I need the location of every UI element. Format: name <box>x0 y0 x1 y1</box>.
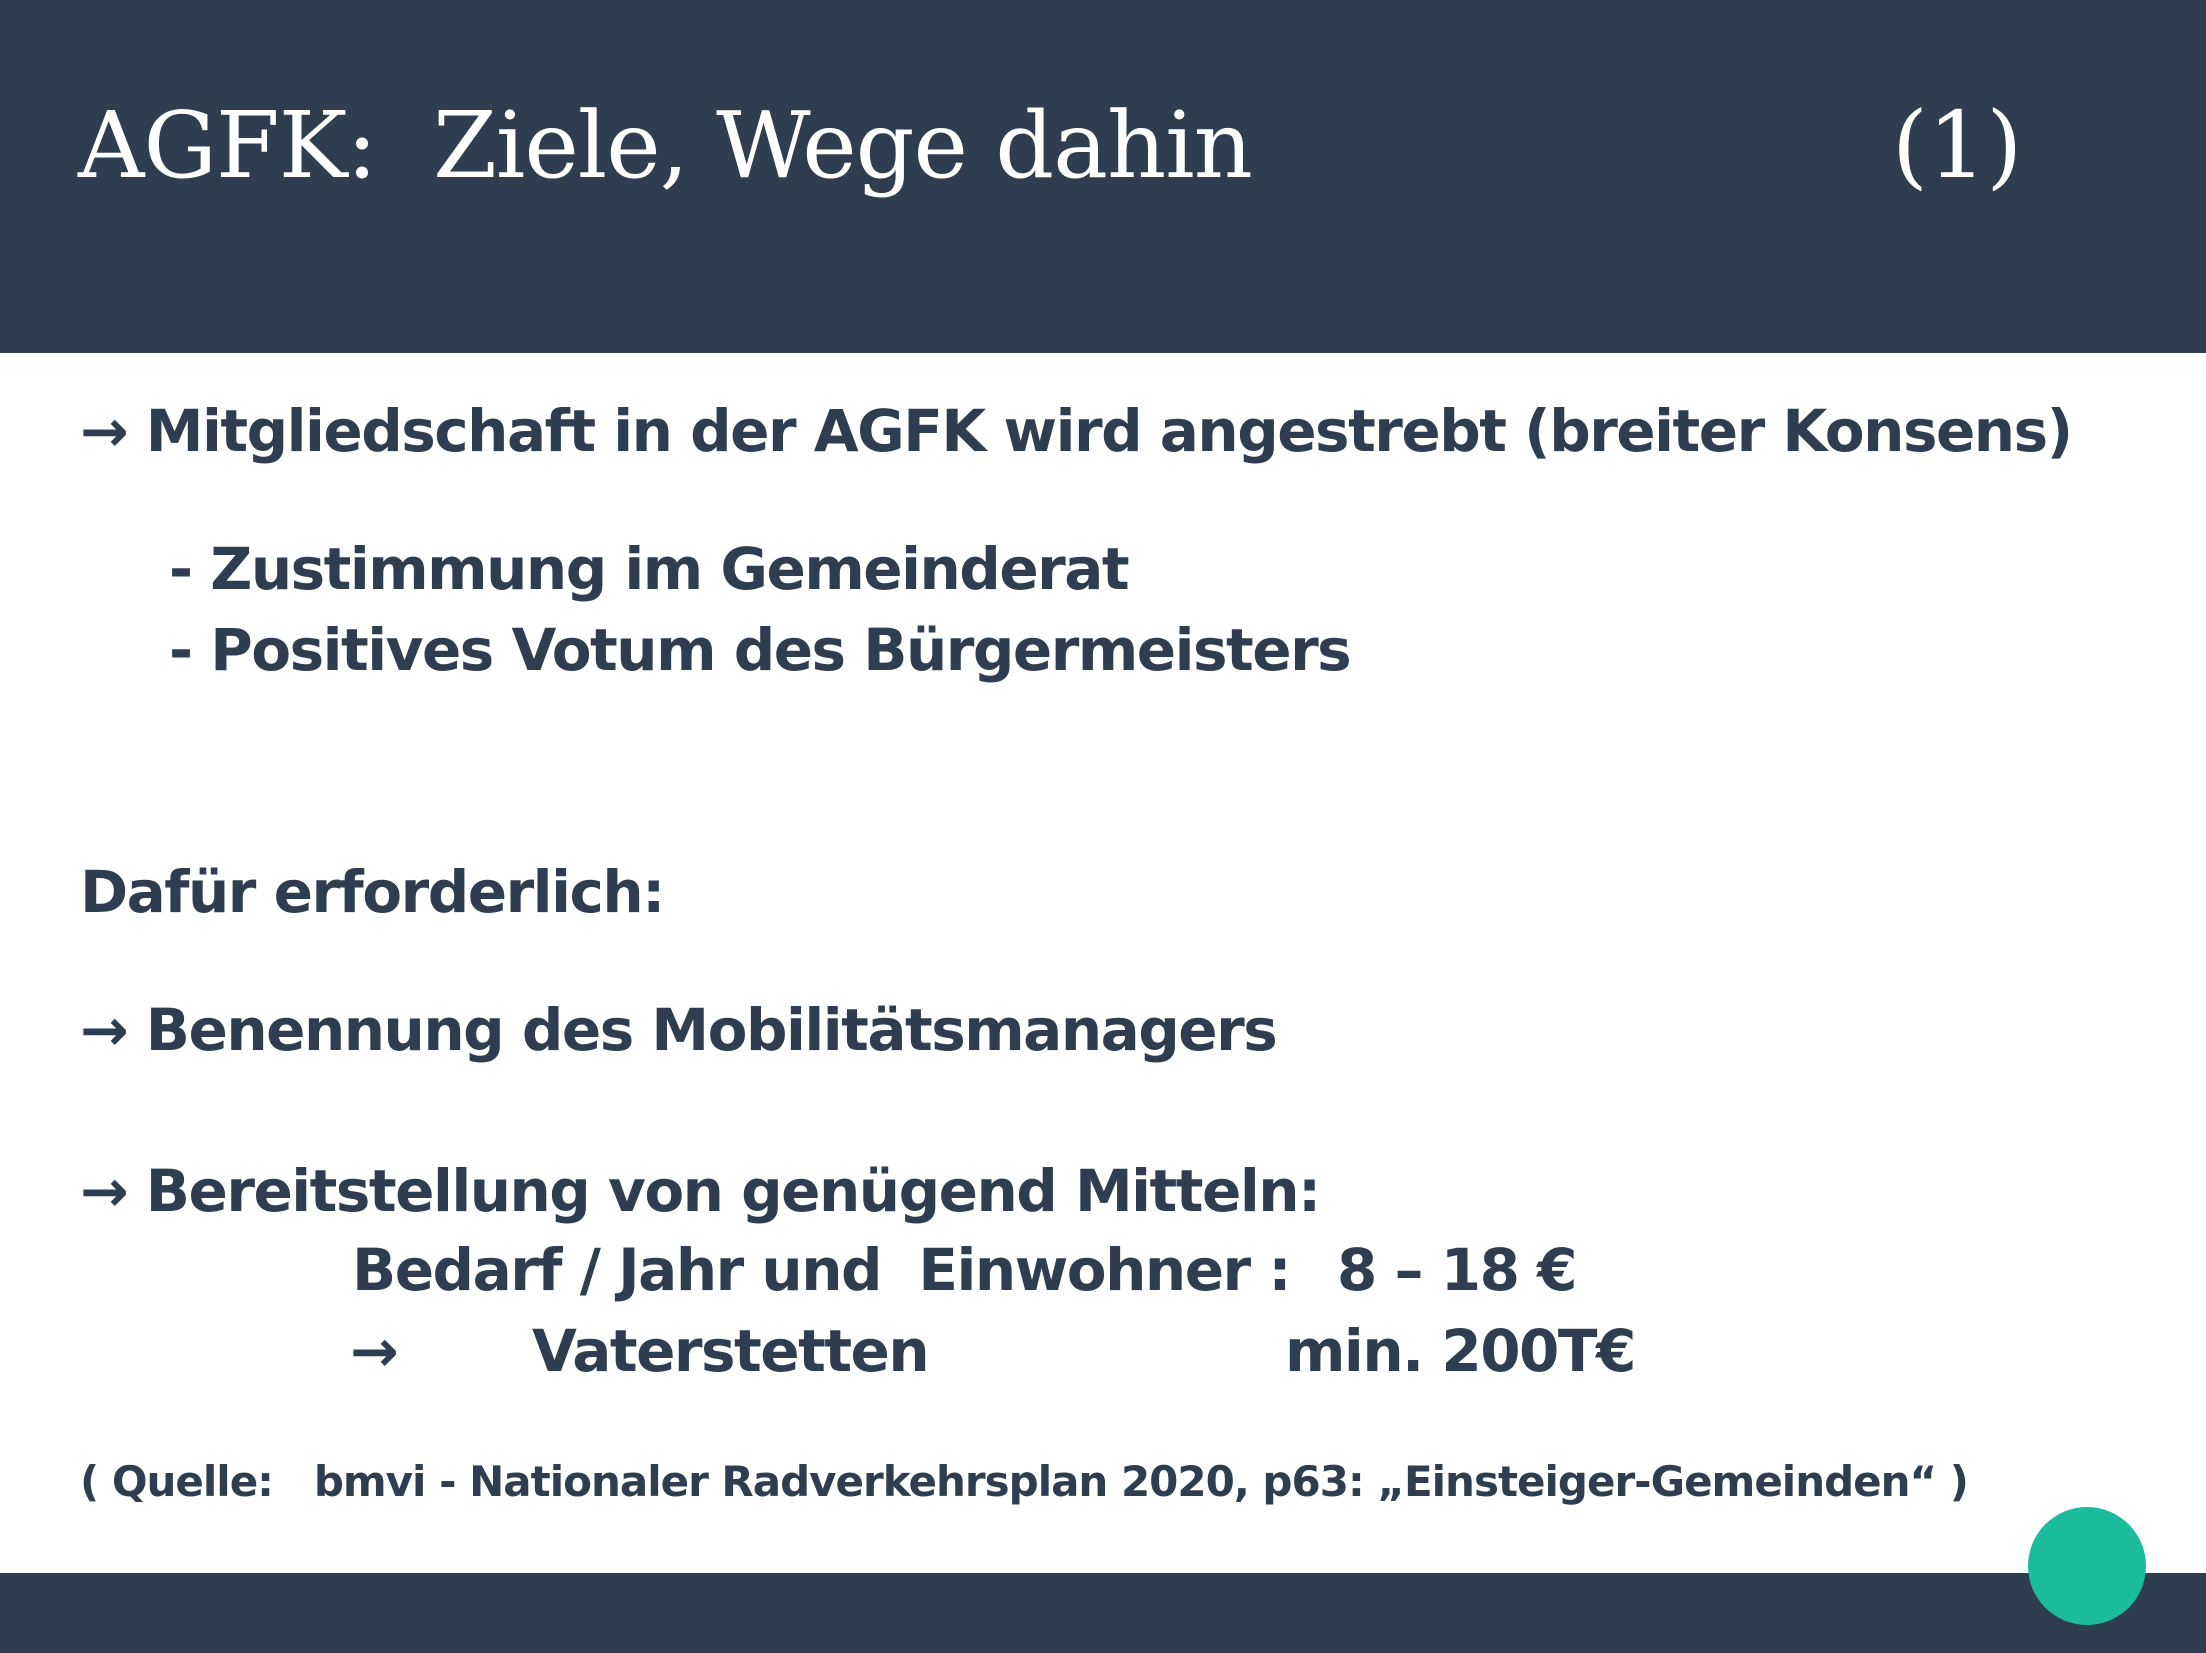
slide-number: (1) <box>1892 92 2023 199</box>
required-heading: Dafür erforderlich: <box>80 858 665 926</box>
item-mobility-manager: → Benennung des Mobilitätsmanagers <box>80 996 1278 1064</box>
sub-item-mayor: - Positives Votum des Bürgermeisters <box>169 616 1352 684</box>
sub-item-council: - Zustimmung im Gemeinderat <box>169 535 1130 603</box>
item-funding: → Bereitstellung von genügend Mitteln: <box>80 1157 1321 1225</box>
accent-circle <box>2028 1507 2146 1625</box>
source-note: ( Quelle: bmvi - Nationaler Radverkehrsp… <box>80 1457 1969 1506</box>
goal-line: → Mitgliedschaft in der AGFK wird angest… <box>80 397 2073 465</box>
arrow-icon: → <box>350 1317 399 1385</box>
need-value: 8 – 18 € <box>1337 1236 1578 1304</box>
town-label: Vaterstetten <box>532 1317 930 1385</box>
town-value: min. 200T€ <box>1285 1317 1636 1385</box>
slide-title: AGFK: Ziele, Wege dahin <box>78 92 1253 199</box>
need-label: Bedarf / Jahr und Einwohner : <box>352 1236 1292 1304</box>
slide-footer <box>0 1573 2206 1653</box>
slide-header: AGFK: Ziele, Wege dahin (1) <box>0 0 2206 353</box>
